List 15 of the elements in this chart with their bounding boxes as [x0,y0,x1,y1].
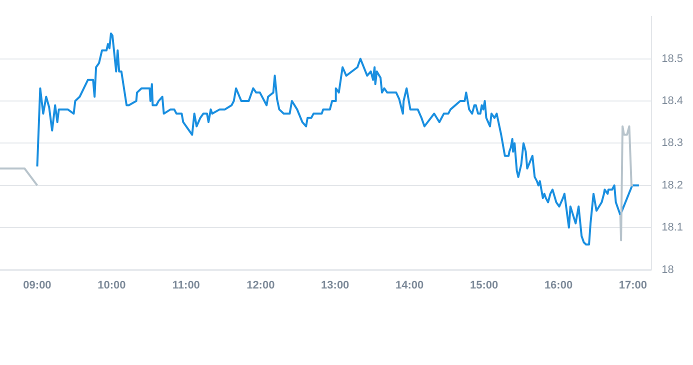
x-tick-label: 13:00 [321,279,350,292]
y-tick-label: 18 [662,264,674,276]
x-tick-label: 12:00 [246,279,275,292]
x-tick-label: 14:00 [396,279,424,292]
y-tick-label: 18.1 [662,222,684,234]
y-tick-label: 18.3 [662,137,684,150]
x-tick-label: 11:00 [172,279,200,292]
x-tick-label: 09:00 [23,279,52,292]
y-tick-label: 18.2 [662,179,684,192]
y-tick-label: 18.5 [662,52,684,65]
x-tick-label: 10:00 [98,279,126,292]
x-tick-label: 17:00 [618,279,648,292]
y-tick-label: 18.4 [662,95,684,108]
x-tick-label: 15:00 [470,279,498,292]
x-tick-label: 16:00 [544,279,573,292]
